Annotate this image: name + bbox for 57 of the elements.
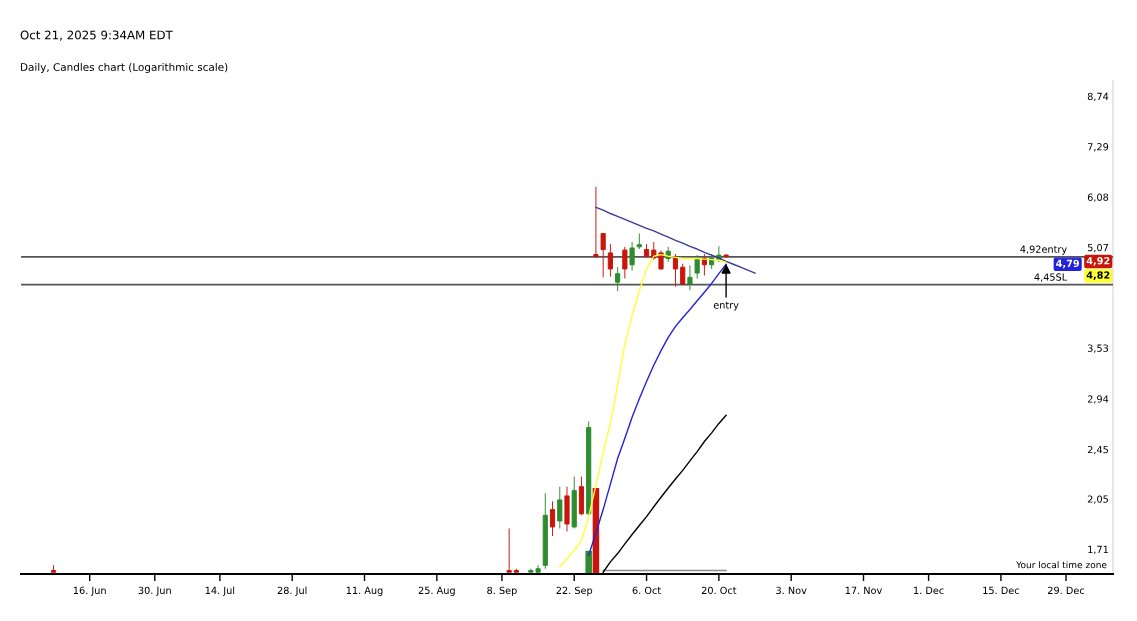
candlestick	[680, 263, 686, 286]
line-series	[595, 206, 756, 274]
candlestick	[542, 492, 548, 570]
y-tick-label: 3,53	[1087, 344, 1109, 353]
candlestick	[636, 233, 642, 250]
x-tick-label: 11. Aug	[346, 586, 383, 596]
annotation: entry	[713, 301, 739, 311]
candlestick	[513, 568, 519, 573]
ref-line-label: 4,45SL	[1034, 273, 1068, 282]
candlestick	[564, 486, 570, 532]
x-tick-label: 3. Nov	[776, 586, 807, 595]
y-tick-label: 2,05	[1087, 495, 1108, 504]
y-tick-label: 6,08	[1087, 193, 1109, 202]
x-tick-label: 28. Jul	[277, 586, 307, 596]
candlestick	[643, 243, 650, 258]
y-tick-label: 1,71	[1088, 545, 1108, 555]
chart-subtitle: Daily, Candles chart (Logarithmic scale)	[21, 62, 228, 74]
candlestick	[600, 232, 606, 278]
candlestick	[593, 186, 599, 258]
x-tick-label: 16. Jun	[73, 586, 106, 596]
candlestick	[571, 476, 577, 529]
x-tick-label: 29. Dec	[1048, 586, 1085, 595]
candlestick	[50, 564, 57, 573]
candlestick	[672, 253, 679, 288]
text: 4,92	[1086, 257, 1110, 266]
annotation: 4,82	[1086, 271, 1110, 280]
ref-line-label: 4,92entry	[1020, 245, 1067, 255]
candlestick	[578, 476, 585, 516]
x-tick-label: 17. Nov	[845, 586, 882, 595]
candlestick	[586, 420, 592, 516]
candlestick	[549, 500, 556, 537]
x-tick-label: 1. Dec	[914, 586, 944, 595]
y-tick-label: 5,07	[1087, 243, 1108, 253]
candlestick	[615, 266, 621, 292]
candlestick	[687, 264, 693, 291]
y-tick-label: 2,94	[1087, 395, 1109, 404]
x-tick-label: 14. Jul	[205, 586, 235, 596]
y-tick-label: 8,74	[1087, 92, 1109, 102]
annotation: 4,79	[1056, 259, 1080, 269]
candlestick	[622, 246, 628, 280]
candlestick	[607, 243, 613, 278]
x-tick-label: 8. Sep	[487, 586, 517, 596]
x-tick-label: 22. Sep	[556, 586, 593, 596]
candlestick	[506, 527, 512, 573]
candlestick	[694, 254, 700, 280]
x-tick-label: 15. Dec	[983, 586, 1019, 595]
candlestick	[629, 241, 635, 272]
candlestick	[557, 486, 563, 529]
y-tick-label: 7,29	[1087, 143, 1109, 152]
annotation: Your local time zone	[1016, 561, 1107, 569]
x-tick-label: 25. Aug	[418, 586, 455, 596]
x-tick-label: 30. Jun	[138, 586, 171, 596]
candlestick	[723, 253, 729, 258]
y-tick-label: 2,45	[1087, 445, 1108, 455]
x-tick-label: 6. Oct	[632, 586, 661, 595]
x-tick-label: 20. Oct	[701, 586, 737, 595]
chart-title: Oct 21, 2025 9:34AM EDT	[20, 30, 173, 41]
